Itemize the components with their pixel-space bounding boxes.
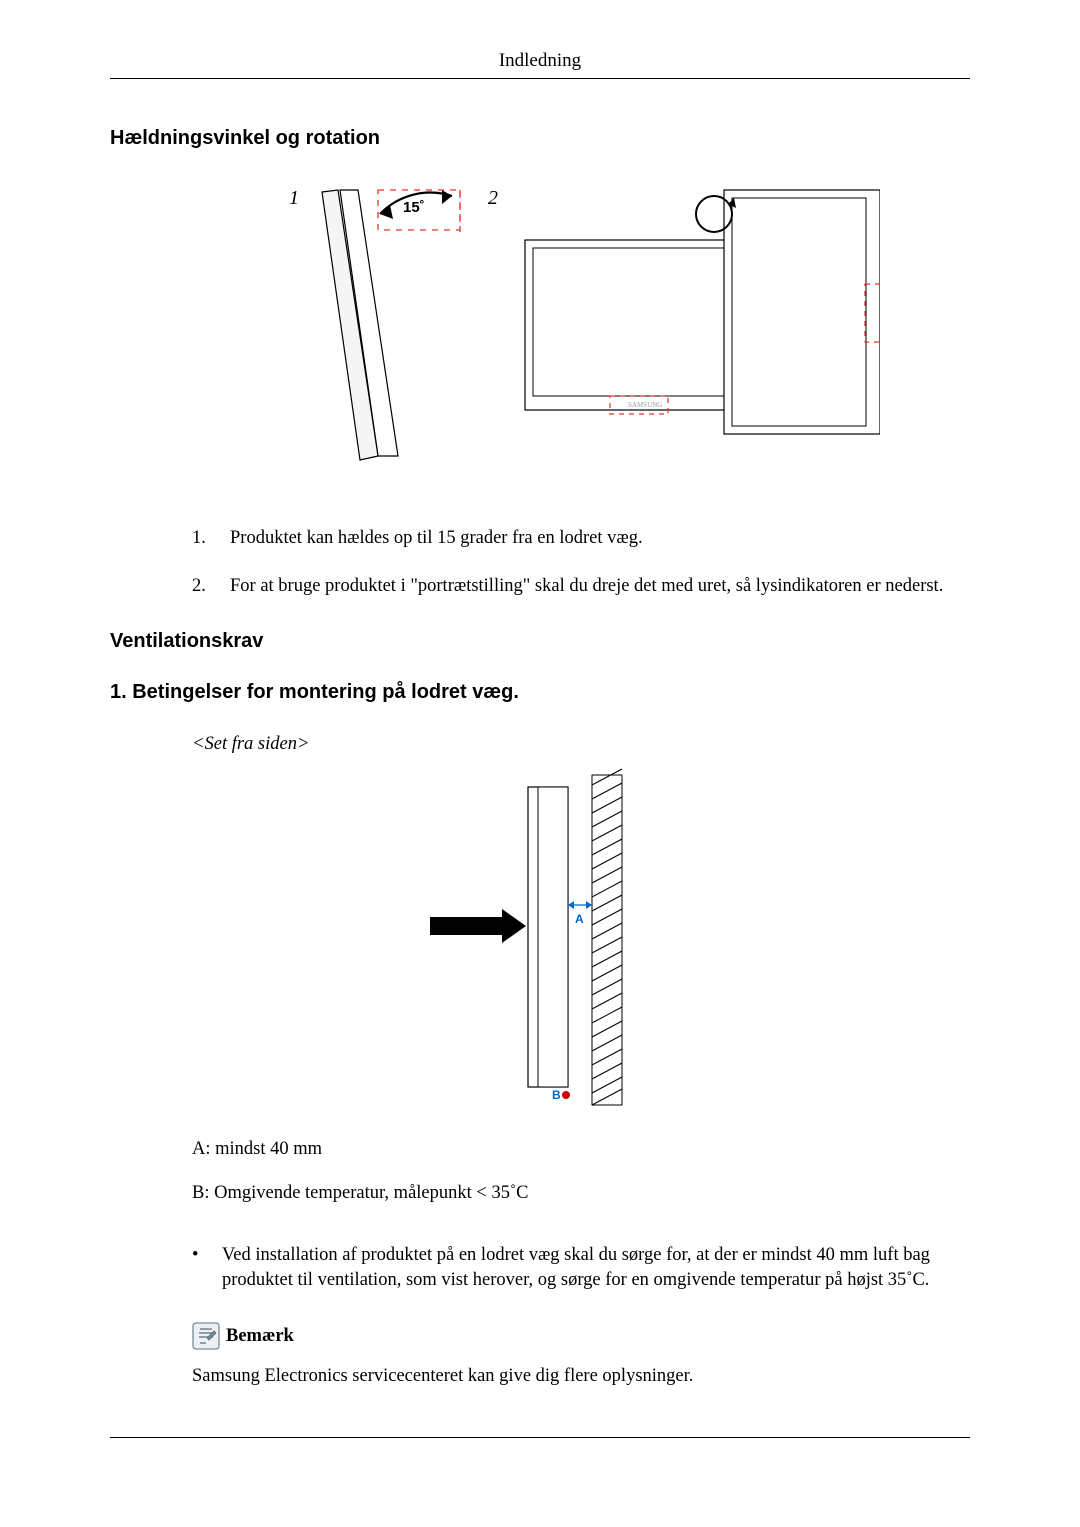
figure-tilt-rotation: 1 2 15˚ SAMSUNG (110, 178, 970, 488)
bullet-text: Ved installation af produktet på en lodr… (222, 1243, 970, 1295)
line-B: B: Omgivende temperatur, målepunkt < 35˚… (192, 1181, 970, 1207)
list-text: Produktet kan hældes op til 15 grader fr… (230, 526, 643, 552)
list-num: 1. (192, 526, 212, 552)
bullet-icon: • (192, 1243, 204, 1295)
section2-subheading: 1. Betingelser for montering på lodret v… (110, 681, 970, 704)
note-row: Bemærk (192, 1322, 970, 1350)
label-B: B (552, 1088, 561, 1102)
panel-side-inner (538, 787, 568, 1087)
figure-wall-mount: A B (110, 763, 970, 1113)
footer-rule (110, 1437, 970, 1438)
list-item: 2. For at bruge produktet i "portrætstil… (192, 574, 970, 600)
note-text: Samsung Electronics servicecenteret kan … (192, 1366, 970, 1387)
gap-A: A (568, 901, 592, 926)
list-item: • Ved installation af produktet på en lo… (192, 1243, 970, 1295)
big-arrow (430, 909, 526, 943)
section2-heading: Ventilationskrav (110, 630, 970, 653)
svg-text:SAMSUNG: SAMSUNG (628, 401, 662, 409)
monitor-group: SAMSUNG (525, 190, 880, 434)
list-text: For at bruge produktet i "portrætstillin… (230, 574, 943, 600)
page-header: Indledning (110, 50, 970, 79)
label-A: A (575, 912, 584, 926)
angle-text: 15˚ (403, 199, 425, 216)
list-num: 2. (192, 574, 212, 600)
wall (592, 769, 622, 1105)
tilted-panel: 15˚ (322, 190, 460, 460)
section1-heading: Hældningsvinkel og rotation (110, 127, 970, 150)
fig1-label-1: 1 (289, 187, 299, 209)
fig1-label-2: 2 (488, 187, 498, 209)
install-bullets: • Ved installation af produktet på en lo… (192, 1243, 970, 1295)
list-item: 1. Produktet kan hældes op til 15 grader… (192, 526, 970, 552)
note-icon (192, 1322, 220, 1350)
B-marker: B (552, 1088, 570, 1102)
line-A: A: mindst 40 mm (192, 1137, 970, 1163)
note-label: Bemærk (226, 1326, 294, 1347)
tilt-list: 1. Produktet kan hældes op til 15 grader… (192, 526, 970, 600)
side-view-label: <Set fra siden> (192, 734, 970, 755)
